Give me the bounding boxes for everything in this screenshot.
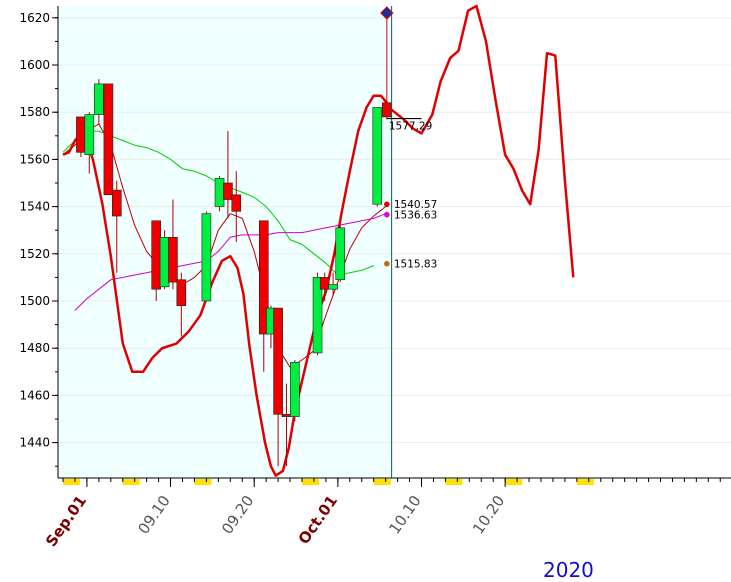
candle-body — [231, 194, 242, 212]
candle-body — [223, 182, 233, 200]
weekend-marker-group — [63, 479, 594, 485]
y-tick-label: 1580 — [19, 105, 50, 119]
candle-body — [76, 116, 86, 153]
candle-body — [159, 236, 170, 288]
weekend-block — [194, 479, 212, 485]
diamond-marker — [380, 6, 394, 20]
y-tick-label: 1520 — [19, 247, 50, 261]
candle-body — [290, 362, 300, 417]
series-line-ma-short — [62, 123, 386, 368]
weekend-block — [505, 479, 523, 485]
x-tick-labels: Sep.01 09.10 09.20 Oct.01 10.10 10.20 — [42, 478, 508, 550]
value-marker-label: 1540.57 — [394, 199, 437, 211]
weekend-block — [302, 479, 319, 485]
candle-body — [281, 413, 292, 417]
candle-group — [76, 79, 392, 467]
y-tick-label: 1600 — [19, 58, 50, 72]
candle-body — [151, 220, 162, 290]
weekend-block — [576, 479, 594, 485]
candle-body — [312, 277, 323, 354]
candle-body — [214, 177, 225, 207]
series-line-ma-long — [74, 213, 386, 311]
candle-body — [201, 213, 212, 302]
weekend-block — [122, 479, 140, 485]
year-label: 2020 — [543, 558, 594, 582]
candle-body — [328, 284, 338, 290]
x-tick-label: 09.20 — [218, 492, 257, 538]
weekend-block — [445, 479, 463, 485]
candle-body — [84, 114, 95, 155]
weekend-block — [373, 479, 391, 485]
candle-body — [372, 107, 383, 205]
candle-body — [335, 227, 346, 281]
candle-body — [94, 83, 104, 115]
value-marker-label: 1515.83 — [394, 259, 437, 271]
candle-body — [103, 83, 114, 196]
y-tick-label: 1500 — [19, 294, 50, 308]
candle-body — [382, 102, 392, 118]
value-marker-label: 1536.63 — [394, 210, 437, 222]
y-tick-label: 1460 — [19, 388, 50, 402]
x-tick-label: 09.10 — [134, 492, 173, 538]
value-marker-dot — [384, 211, 390, 218]
y-tick-label: 1540 — [19, 200, 50, 214]
candle-body — [319, 277, 330, 290]
value-marker-dot — [384, 201, 390, 208]
y-tick-label: 1440 — [19, 436, 50, 450]
candle-body — [273, 307, 283, 415]
x-tick-label: Sep.01 — [42, 492, 90, 550]
weekend-block — [63, 479, 80, 485]
candle-body — [258, 220, 269, 335]
x-tick-label: 10.20 — [469, 492, 508, 538]
y-tick-label: 1560 — [19, 152, 50, 166]
last-price-label: 1577.29 — [389, 121, 432, 133]
candle-body — [168, 236, 178, 283]
y-tick-label: 1620 — [19, 11, 50, 25]
y-tick-label: 1480 — [19, 341, 50, 355]
candle-body — [111, 189, 122, 217]
value-marker-dot — [384, 260, 390, 267]
x-tick-label: 10.10 — [385, 492, 424, 538]
x-tick-label: Oct.01 — [295, 492, 342, 548]
y-gridline-group — [58, 17, 731, 444]
candle-body — [176, 279, 187, 307]
